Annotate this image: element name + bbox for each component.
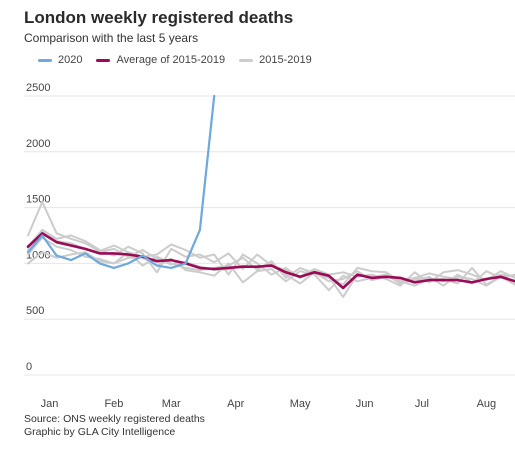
legend-swatch-2020 — [38, 58, 52, 62]
source-note: Source: ONS weekly registered deaths — [24, 413, 205, 425]
series-line-2020 — [26, 94, 216, 269]
x-tick-label-jun: Jun — [356, 398, 374, 410]
chart-title: London weekly registered deaths — [24, 8, 294, 27]
x-tick-label-apr: Apr — [227, 398, 244, 410]
legend-swatch-average — [96, 58, 111, 62]
chart-legend: 2020 Average of 2015-2019 2015-2019 — [38, 54, 326, 66]
legend-item-average: Average of 2015-2019 — [96, 54, 225, 66]
legend-item-2020: 2020 — [38, 54, 82, 66]
y-tick-label-2000: 2000 — [26, 138, 50, 150]
x-tick-label-jan: Jan — [41, 398, 59, 410]
series-line-2015-2019-1 — [27, 201, 515, 286]
legend-label-2015-2019: 2015-2019 — [259, 54, 312, 66]
x-tick-label-may: May — [290, 398, 311, 410]
x-tick-label-jul: Jul — [415, 398, 429, 410]
y-tick-label-1500: 1500 — [26, 194, 50, 206]
chart-footer: Source: ONS weekly registered deaths Gra… — [24, 413, 205, 439]
x-tick-label-feb: Feb — [104, 398, 123, 410]
y-tick-label-2500: 2500 — [26, 82, 50, 94]
y-tick-label-500: 500 — [26, 305, 44, 317]
x-tick-label-aug: Aug — [477, 398, 497, 410]
y-tick-label-0: 0 — [26, 361, 32, 373]
legend-item-2015-2019: 2015-2019 — [239, 54, 312, 66]
legend-label-average: Average of 2015-2019 — [116, 54, 226, 66]
x-tick-label-mar: Mar — [162, 398, 181, 410]
series-line-average — [26, 232, 515, 290]
legend-swatch-2015-2019 — [239, 58, 254, 62]
credit-note: Graphic by GLA City Intelligence — [24, 426, 176, 438]
legend-label-2020: 2020 — [58, 54, 83, 66]
chart-subtitle: Comparison with the last 5 years — [24, 31, 199, 45]
